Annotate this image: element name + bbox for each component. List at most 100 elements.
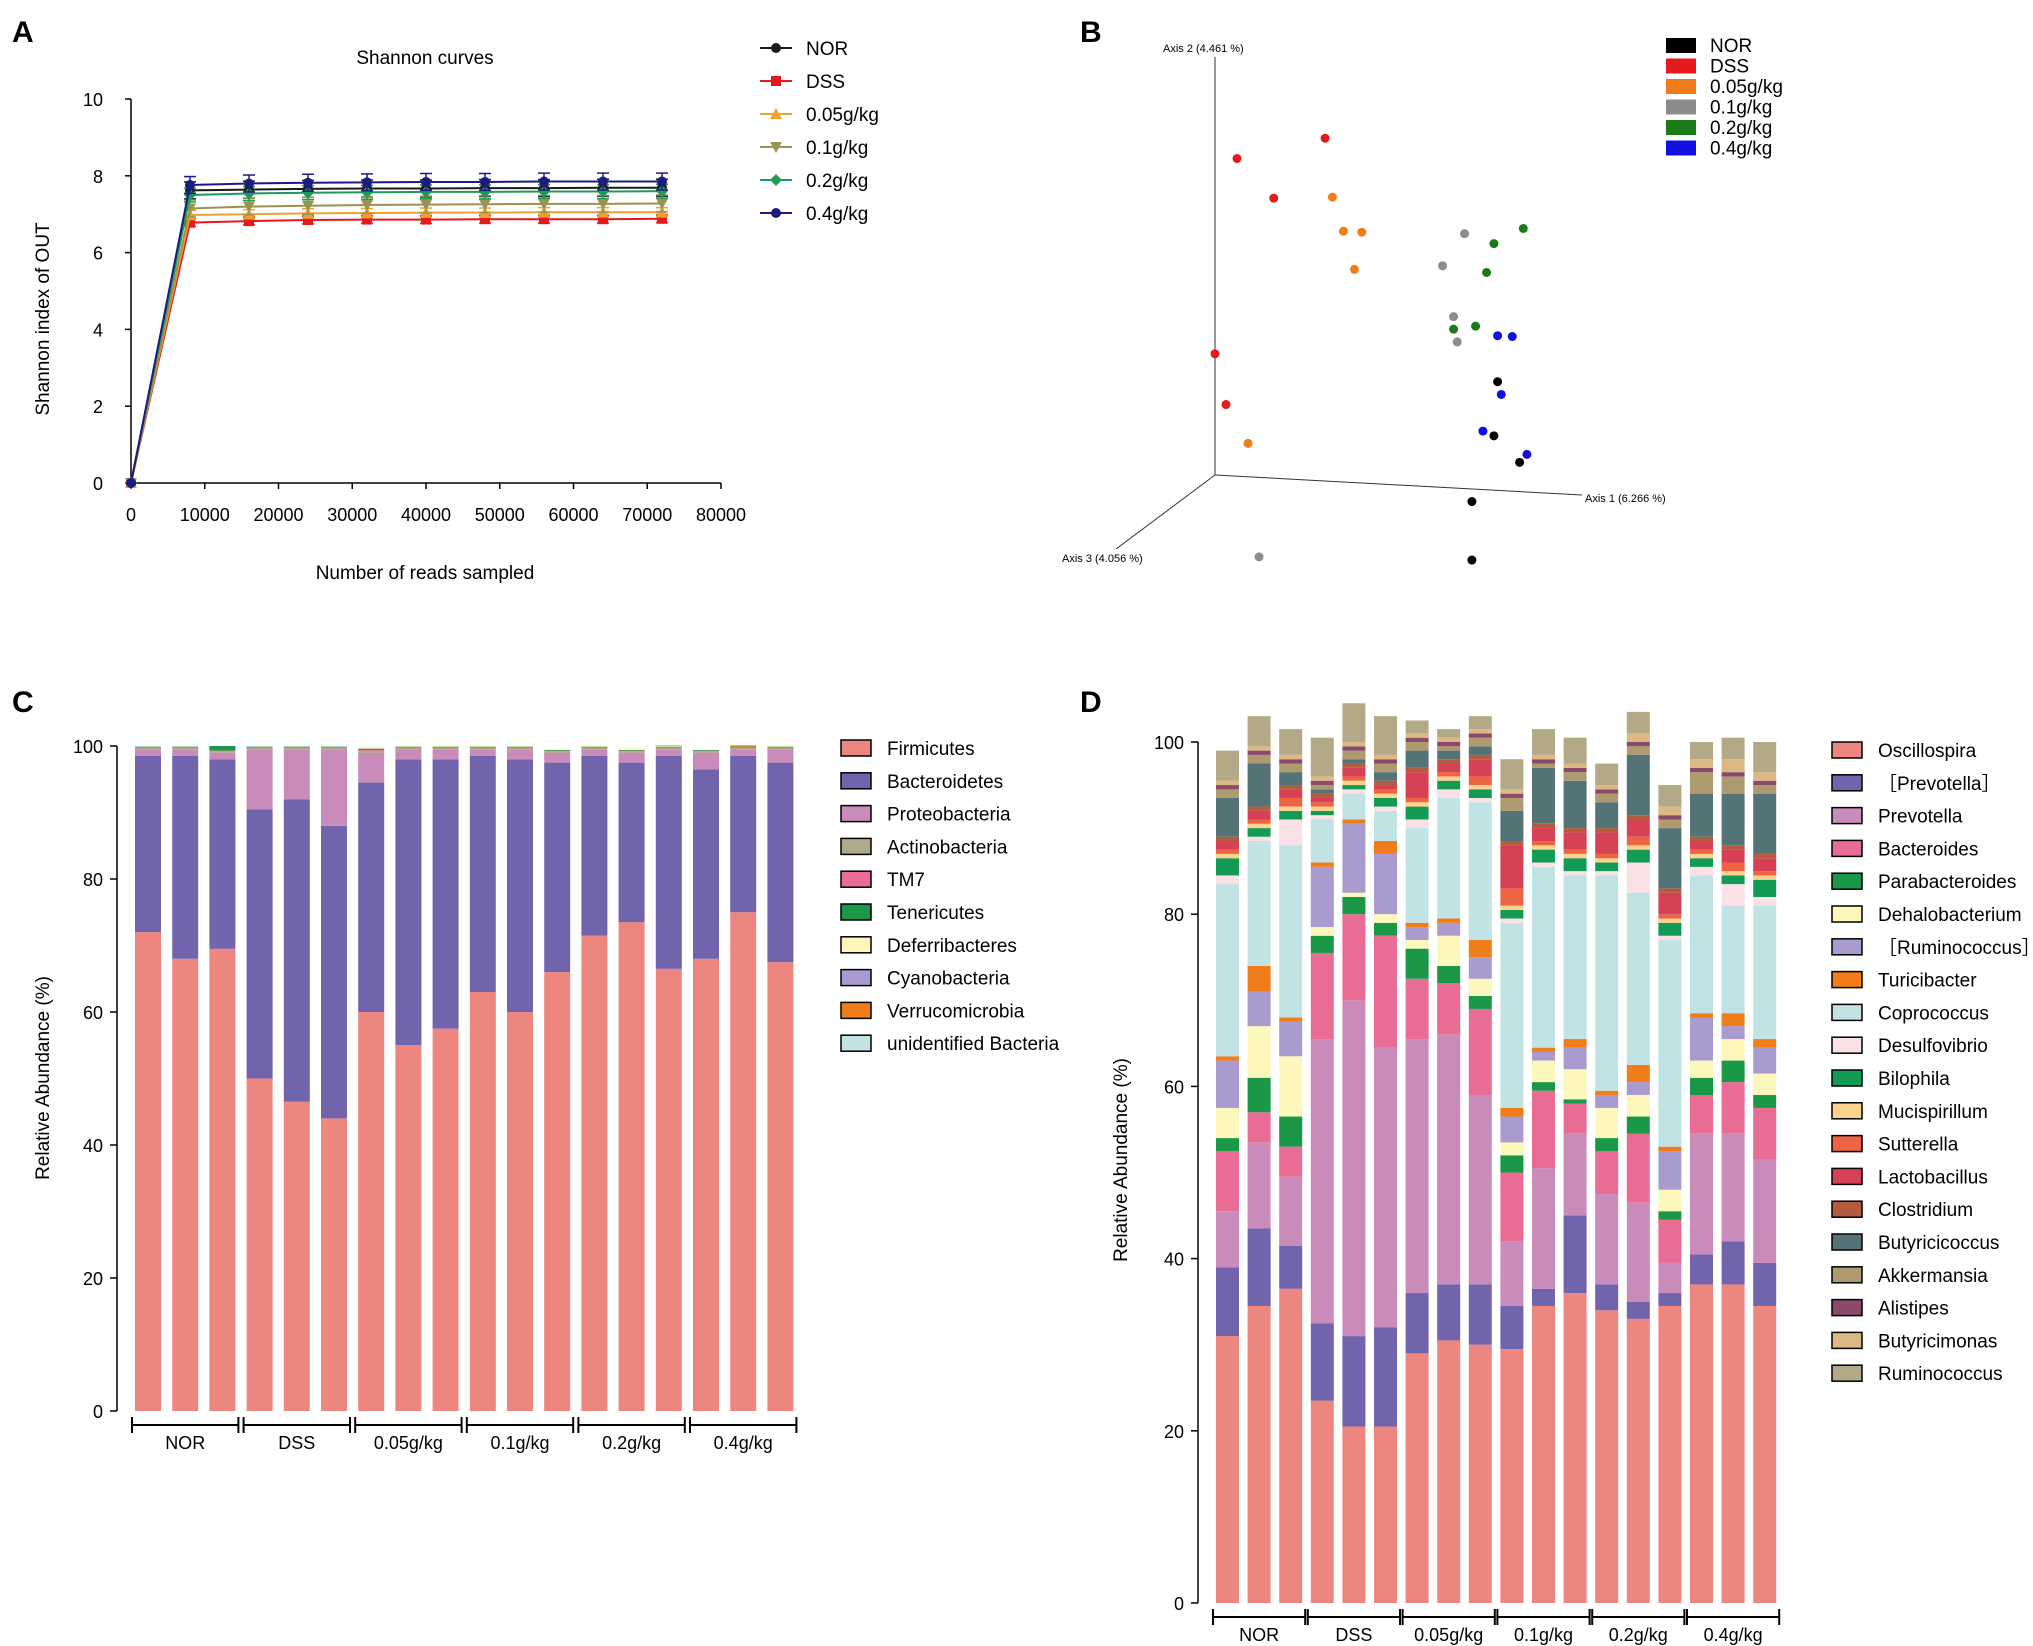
bar-segment <box>1753 853 1777 859</box>
bar-segment <box>1437 789 1461 798</box>
bar-segment <box>1721 1133 1745 1242</box>
bar-segment <box>655 745 682 746</box>
bar-segment <box>1532 763 1555 768</box>
legend-label: Butyricicoccus <box>1878 1233 1999 1254</box>
y-tick-label: 40 <box>83 1136 103 1156</box>
data-point <box>420 199 432 211</box>
bar-segment <box>1532 1060 1555 1083</box>
bar-segment <box>1405 1353 1429 1603</box>
bar-segment <box>1626 711 1650 734</box>
bar-segment <box>1310 819 1334 863</box>
bar-segment <box>1563 780 1587 829</box>
bar-segment <box>1437 1340 1461 1603</box>
bar-segment <box>1595 828 1619 833</box>
bar-segment <box>358 782 385 1012</box>
bar-segment <box>1500 845 1524 889</box>
bar-segment <box>1626 815 1650 820</box>
bar-segment <box>1690 1254 1713 1285</box>
bar-segment <box>209 750 236 752</box>
bar-segment <box>1247 746 1271 751</box>
bar-segment <box>1405 1293 1429 1354</box>
sample-point <box>1471 321 1481 331</box>
bar-segment <box>246 747 273 750</box>
bar-segment <box>1374 780 1397 786</box>
bar-segment <box>1721 845 1745 850</box>
bar-segment <box>581 746 608 748</box>
bar-segment <box>1342 767 1366 777</box>
bar-segment <box>172 747 199 750</box>
chart-title: Shannon curves <box>356 48 493 69</box>
sample-point <box>1460 229 1470 239</box>
y-tick-label: 2 <box>93 397 103 417</box>
bar-segment <box>432 759 459 1029</box>
bar-segment <box>1437 729 1461 738</box>
bar-segment <box>358 750 385 753</box>
bar-segment <box>283 1101 310 1411</box>
bar-segment <box>1279 819 1303 846</box>
sample-point <box>1357 227 1367 237</box>
bar-segment <box>1721 862 1745 872</box>
bar-segment <box>1563 853 1587 859</box>
bar-segment <box>581 746 608 747</box>
sample-point <box>1478 426 1488 436</box>
bar-segment <box>1310 1039 1334 1324</box>
bar-segment <box>1595 1194 1619 1285</box>
bar-segment <box>1468 776 1492 786</box>
bar-segment <box>581 935 608 1411</box>
bar-segment <box>1658 815 1682 820</box>
bar-segment <box>283 746 310 748</box>
y-tick-label: 6 <box>93 244 103 264</box>
x-axis-label: Number of reads sampled <box>316 563 535 584</box>
bar-segment <box>1437 965 1461 984</box>
legend-swatch <box>840 837 872 856</box>
bar-segment <box>1247 828 1271 837</box>
sample-point <box>1232 154 1242 164</box>
bar-segment <box>1374 853 1397 915</box>
bar-segment <box>693 958 719 1411</box>
bar-segment <box>730 747 757 750</box>
data-point <box>597 198 609 210</box>
legend-swatch <box>1831 1233 1863 1251</box>
bar-segment <box>1405 733 1429 738</box>
y-tick-label: 4 <box>93 320 103 340</box>
bar-segment <box>1342 742 1366 747</box>
panel-label-b: B <box>1080 16 1102 49</box>
bar-segment <box>1563 1069 1587 1100</box>
bar-segment <box>1437 776 1461 781</box>
bar-segment <box>1468 957 1492 979</box>
series-line <box>130 202 663 484</box>
bar-segment <box>1405 806 1429 820</box>
bar-segment <box>1468 759 1492 777</box>
legend-swatch <box>840 739 872 757</box>
bar-segment <box>1405 819 1429 829</box>
legend-label: Tenericutes <box>887 903 984 924</box>
legend-label: Mucispirillum <box>1878 1102 1988 1123</box>
bar-segment <box>172 747 199 748</box>
bar-segment <box>1753 1039 1777 1048</box>
legend-label: Verrucomicrobia <box>887 1001 1025 1022</box>
bar-segment <box>1626 862 1650 893</box>
bar-segment <box>1374 1426 1397 1603</box>
bar-segment <box>1342 789 1366 794</box>
bar-segment <box>246 1078 273 1411</box>
bar-segment <box>1721 1039 1745 1061</box>
bar-segment <box>1405 978 1429 1040</box>
bar-segment <box>1658 940 1682 1147</box>
bar-segment <box>1310 862 1334 867</box>
bar-segment <box>1342 763 1366 768</box>
bar-segment <box>1658 1262 1682 1294</box>
bar-segment <box>1532 759 1555 764</box>
bar-segment <box>469 746 496 747</box>
bar-segment <box>1721 871 1745 876</box>
group-label: 0.4g/kg <box>714 1433 773 1453</box>
bar-segment <box>1374 922 1397 936</box>
bar-segment <box>1753 1159 1777 1263</box>
bar-segment <box>767 746 794 747</box>
sample-point <box>1269 193 1279 203</box>
panel-label-d: D <box>1080 686 1102 719</box>
bar-segment <box>1247 716 1271 747</box>
bar-segment <box>1595 875 1619 1091</box>
bar-segment <box>1310 1400 1334 1603</box>
bar-segment <box>1532 729 1555 755</box>
bar-segment <box>618 749 645 751</box>
